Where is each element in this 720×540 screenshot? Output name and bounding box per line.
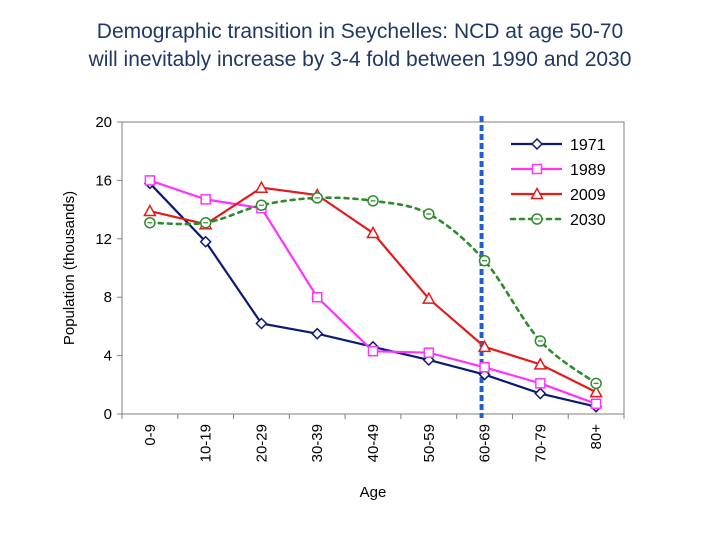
legend-label-1971: 1971	[570, 137, 606, 154]
legend-item-1989: 1989	[511, 162, 606, 179]
y-tick-label: 8	[104, 289, 112, 306]
series-2030-line	[148, 196, 598, 385]
series-1989-point-80+	[590, 398, 602, 410]
axes: 0 4 8 12 16 20 0-9 10-19 20-29 30-39 40-49 50-59 60-…	[61, 114, 625, 501]
y-tick-label: 4	[104, 348, 112, 365]
x-tick-label: 70-79	[532, 424, 549, 462]
legend-label-1989: 1989	[570, 162, 606, 179]
series-1971-point-30-39	[311, 327, 324, 340]
x-tick-label: 80+	[588, 424, 605, 450]
legend: 1971 1989 2009 2030	[509, 137, 606, 229]
series-1989-point-70-79	[535, 378, 546, 389]
series-layer	[143, 175, 603, 413]
legend-item-2009: 2009	[511, 186, 606, 204]
title-line-2: will inevitably increase by 3-4 fold bet…	[88, 48, 632, 71]
legend-label-2030: 2030	[570, 212, 606, 229]
legend-label-2009: 2009	[570, 187, 606, 204]
y-tick-label: 16	[95, 172, 112, 189]
series-1989-point-10-19	[200, 194, 211, 205]
series-2009-point-40-49	[366, 225, 380, 239]
legend-item-2030: 2030	[509, 212, 606, 229]
series-2009-point-50-59	[422, 291, 436, 304]
x-tick-label: 10-19	[198, 424, 215, 462]
x-tick-label: 40-49	[365, 424, 382, 462]
legend-marker-1989	[531, 163, 543, 175]
legend-marker-2009	[530, 186, 544, 200]
x-tick-label: 0-9	[142, 424, 159, 446]
y-tick-label: 20	[95, 114, 112, 131]
series-2009-point-60-69	[477, 339, 492, 353]
series-2009-point-80+	[589, 385, 603, 398]
series-1989-point-60-69	[479, 362, 490, 373]
x-tick-label: 60-69	[477, 424, 494, 462]
series-2009-point-20-29	[254, 180, 269, 193]
series-1989-point-40-49	[367, 345, 379, 357]
slide-title: Demographic transition in Seychelles: NC…	[0, 18, 720, 74]
series-1971-point-10-19	[199, 235, 212, 248]
title-line-1: Demographic transition in Seychelles: NC…	[96, 20, 624, 43]
x-tick-label: 50-59	[421, 424, 438, 462]
series-1989-point-50-59	[423, 347, 435, 358]
series-2030	[144, 192, 602, 390]
series-1989-point-0-9	[144, 175, 156, 186]
legend-item-1971: 1971	[511, 137, 606, 154]
legend-marker-1971	[530, 137, 544, 151]
x-tick-label: 20-29	[253, 424, 270, 462]
y-axis-title: Population (thousands)	[61, 191, 78, 345]
y-tick-label: 0	[104, 406, 112, 423]
series-2009	[143, 180, 603, 398]
series-1971-point-70-79	[534, 387, 547, 400]
plot-area	[121, 121, 625, 415]
series-1989-point-30-39	[311, 291, 323, 303]
y-tick-label: 12	[95, 231, 112, 248]
series-1971-point-20-29	[255, 317, 268, 330]
series-2009-point-70-79	[533, 357, 548, 370]
x-axis-title: Age	[360, 484, 387, 501]
series-2009-point-0-9	[143, 204, 157, 217]
x-tick-label: 30-39	[309, 424, 326, 462]
